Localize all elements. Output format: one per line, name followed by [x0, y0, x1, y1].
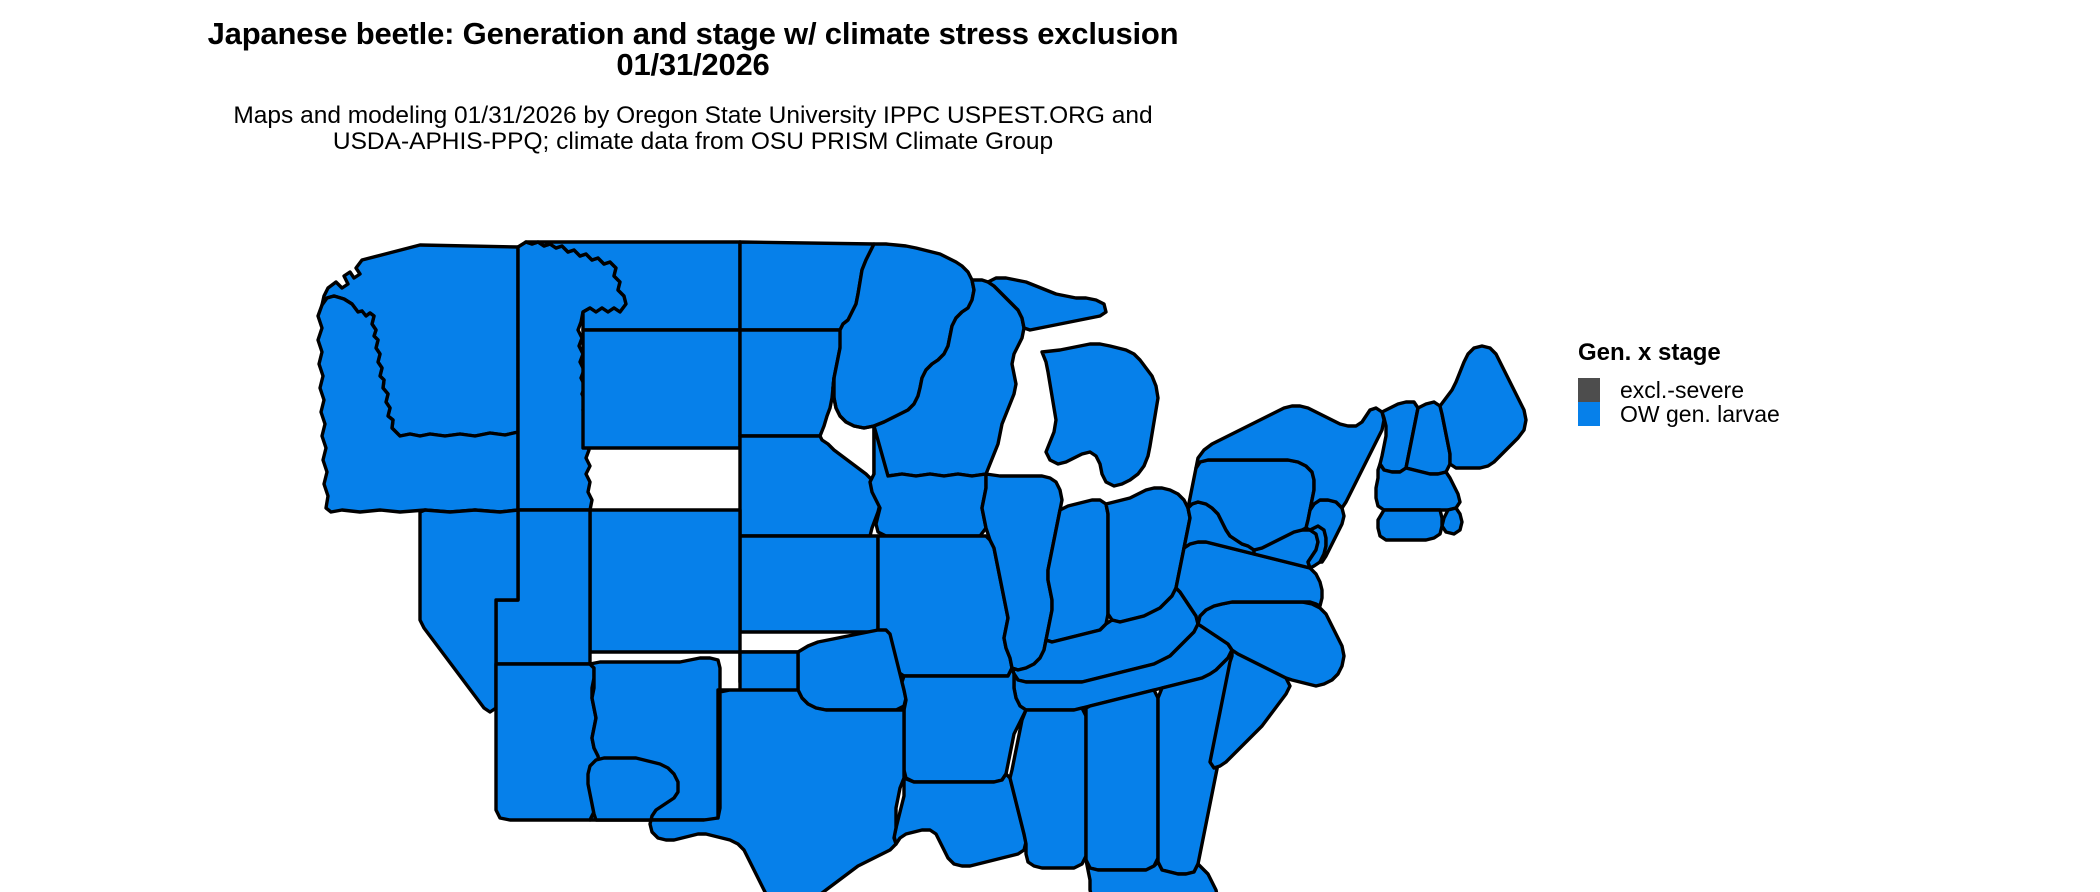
state-MT[interactable] [524, 240, 742, 332]
state-AR[interactable] [900, 666, 1028, 784]
legend-swatch-ow-gen-larvae [1578, 402, 1600, 427]
map-legend: Gen. x stage excl.-severe OW gen. larvae [1578, 339, 1908, 427]
state-MO[interactable] [876, 534, 1014, 678]
state-LA[interactable] [892, 772, 1028, 868]
state-NY[interactable] [1194, 404, 1386, 512]
state-FL[interactable] [1084, 858, 1232, 892]
state-CO[interactable] [588, 508, 742, 654]
state-WY[interactable] [581, 328, 742, 450]
legend-swatch-excl-severe [1578, 378, 1600, 403]
state-MI-upper[interactable] [986, 276, 1108, 332]
us-states-map-svg[interactable] [300, 212, 1580, 892]
state-CT[interactable] [1376, 508, 1444, 542]
state-AL[interactable] [1084, 688, 1160, 872]
legend-item-ow-gen-larvae[interactable]: OW gen. larvae [1578, 400, 1908, 427]
state-MI-lower[interactable] [1040, 342, 1160, 488]
state-KS[interactable] [738, 534, 880, 634]
page-title: Japanese beetle: Generation and stage w/… [207, 16, 1179, 82]
state-OR[interactable] [316, 294, 520, 514]
state-GA[interactable] [1156, 648, 1240, 876]
state-NV[interactable] [418, 508, 520, 714]
state-RI[interactable] [1440, 506, 1464, 536]
state-NE[interactable] [738, 434, 882, 538]
state-ME[interactable] [1438, 344, 1528, 470]
map-subtitle: Maps and modeling 01/31/2026 by Oregon S… [233, 102, 1153, 155]
state-SD[interactable] [738, 328, 844, 438]
state-polygons[interactable] [316, 240, 1528, 892]
state-AZ[interactable] [494, 662, 602, 822]
legend-item-excl-severe[interactable]: excl.-severe [1578, 376, 1908, 403]
state-TX[interactable] [586, 650, 906, 892]
title-block: Japanese beetle: Generation and stage w/… [0, 18, 1386, 154]
legend-label-excl-severe: excl.-severe [1620, 376, 1744, 403]
choropleth-map[interactable] [300, 212, 1580, 892]
legend-label-ow-gen-larvae: OW gen. larvae [1620, 400, 1780, 427]
legend-title: Gen. x stage [1578, 339, 1721, 366]
